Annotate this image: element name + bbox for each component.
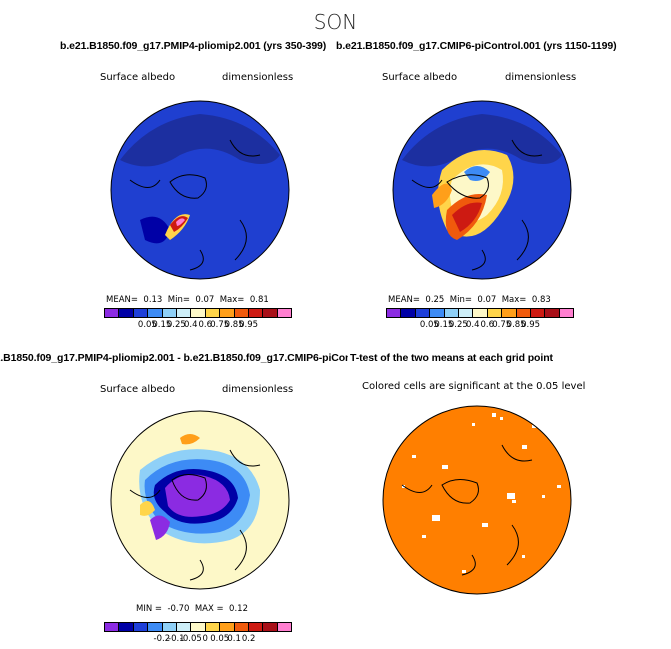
colorbar-swatch [133, 623, 149, 631]
colorbar-swatch [559, 309, 574, 317]
colorbar-swatch [133, 309, 149, 317]
colorbar-swatch [234, 309, 249, 317]
map-ttest [382, 405, 572, 595]
colorbar-swatch [148, 623, 163, 631]
colorbar-swatch [415, 309, 431, 317]
colorbar-swatch [263, 309, 278, 317]
colorbar-tick-label: 0.6 [480, 320, 494, 330]
colorbar-swatch [458, 309, 474, 317]
colorbar-case1 [104, 308, 292, 318]
colorbar-tick-label: 0.4 [184, 320, 198, 330]
colorbar-swatch [220, 309, 235, 317]
significance-note: Colored cells are significant at the 0.0… [362, 381, 586, 392]
colorbar-tick-label: 0.95 [521, 320, 541, 330]
colorbar-swatch [248, 623, 264, 631]
colorbar-tick-label: -0.2 [153, 634, 171, 644]
colorbar-swatch [444, 309, 459, 317]
colorbar-swatch [191, 623, 206, 631]
colorbar-swatch [119, 623, 134, 631]
colorbar-tick-label: 0.25 [166, 320, 186, 330]
colorbar-swatch [502, 309, 517, 317]
colorbar-ticks-case2: 0.05 0.15 0.25 0.4 0.6 0.75 0.85 0.95 [386, 320, 574, 332]
units-label: dimensionless [222, 72, 294, 83]
map-case2 [392, 100, 572, 280]
colorbar-swatch [162, 309, 177, 317]
colorbar-swatch [387, 309, 402, 317]
colorbar-swatch [430, 309, 445, 317]
colorbar-tick-label: 0.2 [241, 634, 256, 644]
figure-title: SON [313, 10, 358, 34]
variable-label: Surface albedo [100, 72, 176, 83]
stats-case1: MEAN= 0.13 Min= 0.07 Max= 0.81 [106, 295, 269, 305]
units-label: dimensionless [222, 384, 294, 395]
colorbar-tick-label: 0.85 [224, 320, 244, 330]
colorbar-case2 [386, 308, 574, 318]
colorbar-tick-label: 0.6 [198, 320, 212, 330]
significance-fill [383, 406, 571, 594]
colorbar-swatch [248, 309, 264, 317]
colorbar-tick-label: 0.25 [448, 320, 468, 330]
colorbar-swatch [277, 309, 292, 317]
map-diff [110, 410, 290, 590]
colorbar-swatch [473, 309, 488, 317]
colorbar-ticks-case1: 0.05 0.15 0.25 0.4 0.6 0.75 0.85 0.95 [104, 320, 292, 332]
colorbar-swatch [105, 623, 120, 631]
colorbar-tick-label: -0.1 [168, 634, 185, 644]
map-case1 [110, 100, 290, 280]
colorbar-tick-label: 0.85 [506, 320, 526, 330]
colorbar-swatch [119, 309, 134, 317]
colorbar-tick-label: 0 [202, 634, 208, 644]
colorbar-tick-label: 0.05 [210, 634, 230, 644]
panel-header-diff: b.e21.B1850.f09_g17.PMIP4-pliomip2.001 -… [0, 352, 348, 364]
colorbar-swatch [401, 309, 416, 317]
colorbar-tick-label: 0.75 [492, 320, 512, 330]
colorbar-swatch [234, 623, 249, 631]
panel-header-ttest: T-test of the two means at each grid poi… [350, 352, 553, 364]
units-label: dimensionless [505, 72, 577, 83]
colorbar-tick-label: 0.05 [419, 320, 439, 330]
colorbar-tick-label: 0.4 [466, 320, 480, 330]
colorbar-tick-label: 0.95 [239, 320, 259, 330]
colorbar-tick-label: 0.05 [137, 320, 157, 330]
panel-header-case2: b.e21.B1850.f09_g17.CMIP6-piControl.001 … [336, 40, 617, 52]
colorbar-swatch [277, 623, 292, 631]
colorbar-tick-label: 0.15 [434, 320, 454, 330]
colorbar-tick-label: 0.75 [210, 320, 230, 330]
colorbar-swatch [148, 309, 163, 317]
colorbar-swatch [176, 309, 192, 317]
colorbar-swatch [205, 623, 221, 631]
colorbar-swatch [105, 309, 120, 317]
colorbar-swatch [530, 309, 546, 317]
colorbar-swatch [162, 623, 177, 631]
colorbar-diff [104, 622, 292, 632]
colorbar-tick-label: 0.15 [152, 320, 172, 330]
variable-label: Surface albedo [100, 384, 176, 395]
colorbar-swatch [176, 623, 192, 631]
colorbar-tick-label: 0.1 [227, 634, 241, 644]
variable-label: Surface albedo [382, 72, 458, 83]
colorbar-ticks-diff: -0.2 -0.1 -0.05 0 0.05 0.1 0.2 [104, 634, 292, 646]
colorbar-swatch [516, 309, 531, 317]
colorbar-swatch [191, 309, 206, 317]
colorbar-swatch [263, 623, 278, 631]
colorbar-swatch [545, 309, 560, 317]
colorbar-swatch [487, 309, 503, 317]
stats-diff: MIN = -0.70 MAX = 0.12 [136, 604, 248, 614]
colorbar-swatch [220, 623, 235, 631]
panel-header-case1: b.e21.B1850.f09_g17.PMIP4-pliomip2.001 (… [60, 40, 327, 52]
colorbar-swatch [205, 309, 221, 317]
colorbar-tick-label: -0.05 [179, 634, 202, 644]
stats-case2: MEAN= 0.25 Min= 0.07 Max= 0.83 [388, 295, 551, 305]
